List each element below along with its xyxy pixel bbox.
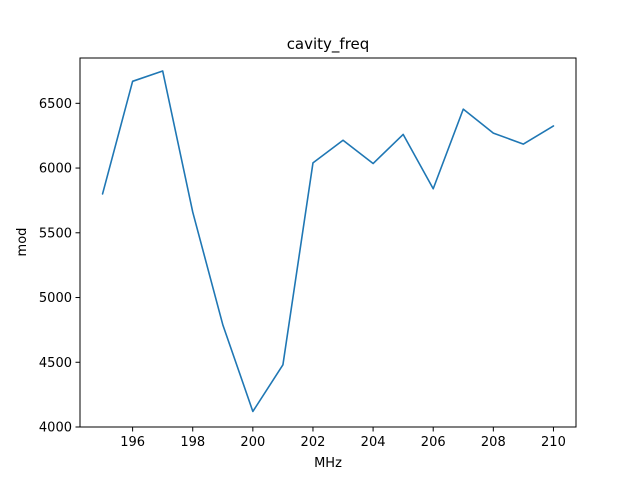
y-tick-label: 4500: [39, 356, 72, 371]
x-tick-label: 210: [541, 435, 566, 450]
x-tick-label: 208: [481, 435, 506, 450]
y-tick-label: 5500: [39, 226, 72, 241]
y-tick-label: 6000: [39, 162, 72, 177]
x-tick-label: 196: [120, 435, 145, 450]
x-axis-label: MHz: [314, 456, 342, 471]
x-tick-label: 200: [240, 435, 265, 450]
y-tick-label: 6500: [39, 97, 72, 112]
x-tick-label: 198: [180, 435, 205, 450]
chart-title: cavity_freq: [287, 35, 370, 54]
x-tick-label: 206: [421, 435, 446, 450]
y-tick-label: 4000: [39, 421, 72, 436]
x-tick-label: 204: [361, 435, 386, 450]
y-tick-label: 5000: [39, 291, 72, 306]
y-axis-label: mod: [15, 228, 30, 257]
x-tick-label: 202: [301, 435, 326, 450]
